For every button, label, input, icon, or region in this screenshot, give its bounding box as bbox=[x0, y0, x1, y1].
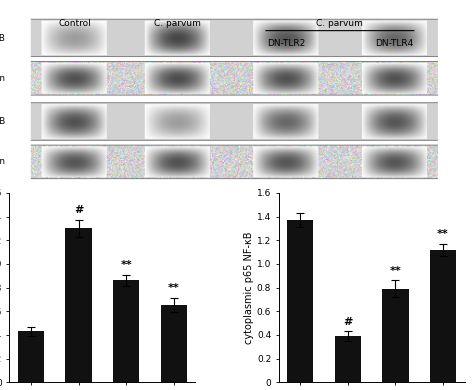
Text: DN-TLR2: DN-TLR2 bbox=[267, 39, 305, 48]
Text: #: # bbox=[343, 317, 353, 326]
Text: **: ** bbox=[437, 229, 449, 239]
Bar bbox=[383, 289, 409, 382]
Bar bbox=[430, 250, 456, 382]
Bar bbox=[113, 280, 139, 382]
Text: C. parvum: C. parvum bbox=[317, 19, 364, 28]
Bar bbox=[161, 305, 187, 382]
Text: #: # bbox=[74, 206, 83, 215]
Text: Control: Control bbox=[58, 19, 91, 28]
Text: **: ** bbox=[168, 284, 180, 293]
Text: C. parvum: C. parvum bbox=[154, 19, 201, 28]
Bar bbox=[18, 332, 44, 382]
Text: β-Actin: β-Actin bbox=[0, 157, 5, 166]
Text: β-Actin: β-Actin bbox=[0, 74, 5, 83]
Text: **: ** bbox=[120, 260, 132, 270]
Text: nuclear p65 NF-κB: nuclear p65 NF-κB bbox=[0, 34, 5, 43]
Text: DN-TLR4: DN-TLR4 bbox=[375, 39, 413, 48]
Text: **: ** bbox=[390, 266, 401, 276]
Y-axis label: cytoplasmic p65 NF-κB: cytoplasmic p65 NF-κB bbox=[244, 231, 254, 344]
Text: cytoplasmic p65 NF-κB: cytoplasmic p65 NF-κB bbox=[0, 117, 5, 126]
Bar bbox=[287, 220, 313, 382]
Bar bbox=[65, 229, 91, 382]
Bar bbox=[335, 336, 361, 382]
